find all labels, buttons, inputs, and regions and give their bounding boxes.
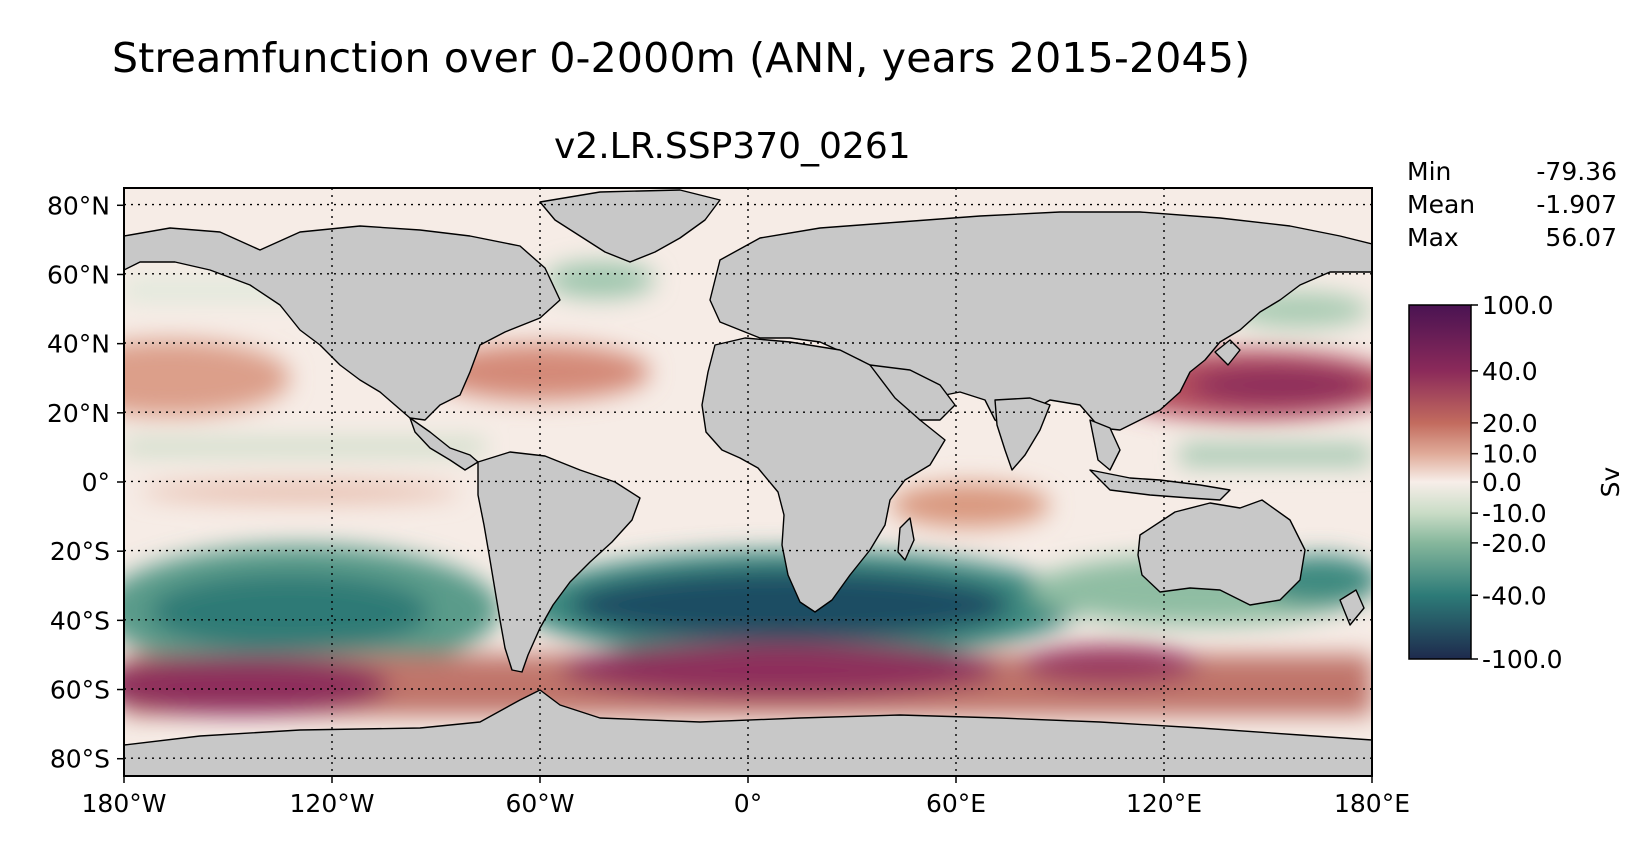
y-tick-label: 0° (82, 468, 110, 497)
japan (1214, 339, 1241, 366)
antarctica (124, 689, 1372, 776)
x-tick-label: 180°E (1334, 789, 1410, 818)
south-america (477, 451, 641, 673)
colorbar-tick-label: 10.0 (1482, 440, 1538, 469)
arabia (869, 364, 956, 421)
stat-max: Max 56.07 (1407, 221, 1617, 254)
colorbar-tick-label: -20.0 (1482, 529, 1547, 558)
colorbar (1408, 304, 1472, 660)
x-tick-label: 60°E (926, 789, 986, 818)
x-tick-label: 0° (734, 789, 762, 818)
australia (1137, 499, 1306, 606)
y-tick-label: 40°S (50, 606, 110, 635)
greenland (539, 189, 721, 263)
stat-min-value: -79.36 (1536, 157, 1617, 186)
new-zealand (1339, 589, 1365, 626)
stat-min: Min -79.36 (1407, 155, 1617, 188)
stat-max-label: Max (1407, 223, 1459, 252)
colorbar-tick-label: -100.0 (1482, 645, 1563, 674)
colorbar-tick-label: 40.0 (1482, 357, 1538, 386)
y-tick-label: 40°N (47, 330, 110, 359)
north-america (124, 225, 561, 421)
figure-title: Streamfunction over 0-2000m (ANN, years … (112, 34, 1251, 82)
stat-mean-value: -1.907 (1536, 190, 1617, 219)
y-tick-label: 20°N (47, 399, 110, 428)
colorbar-ticks: 100.0 40.0 20.010.00.0-10.0-20.0 -40.0 -100.… (1471, 291, 1563, 674)
y-tick-label: 80°N (47, 191, 110, 220)
y-tick-labels: 80°N 60°N 40°N 20°N 0° 20°S 40°S 60°S 80°S (47, 191, 124, 774)
southeast-asia (1089, 419, 1121, 471)
india (994, 397, 1051, 471)
colorbar-tick-label: 20.0 (1482, 409, 1538, 438)
stats-panel: Min -79.36 Mean -1.907 Max 56.07 (1407, 155, 1617, 254)
y-tick-label: 60°S (50, 676, 110, 705)
y-tick-label: 20°S (50, 537, 110, 566)
x-tick-label: 120°E (1126, 789, 1202, 818)
y-tick-label: 80°S (50, 745, 110, 774)
maritime-continent (1089, 469, 1231, 501)
x-tick-labels: 180°W 120°W 60°W 0° 60°E 120°E 180°E (82, 776, 1410, 818)
colorbar-tick-label: 0.0 (1482, 468, 1522, 497)
graticule (124, 188, 1372, 776)
eurasia (709, 211, 1372, 431)
colorbar-tick-label: 100.0 (1482, 291, 1554, 320)
x-tick-label: 60°W (505, 789, 574, 818)
map-subtitle: v2.LR.SSP370_0261 (554, 126, 911, 167)
colorbar-tick-label: -40.0 (1482, 581, 1547, 610)
stat-mean: Mean -1.907 (1407, 188, 1617, 221)
x-tick-label: 120°W (290, 789, 375, 818)
colorbar-tick-label: -10.0 (1482, 499, 1547, 528)
central-america (409, 417, 479, 471)
colorbar-label: Sv (1596, 466, 1625, 497)
stat-max-value: 56.07 (1545, 223, 1617, 252)
x-tick-label: 180°W (82, 789, 167, 818)
y-tick-label: 60°N (47, 260, 110, 289)
stat-mean-label: Mean (1407, 190, 1476, 219)
land-masses (124, 189, 1372, 776)
stat-min-label: Min (1407, 157, 1452, 186)
